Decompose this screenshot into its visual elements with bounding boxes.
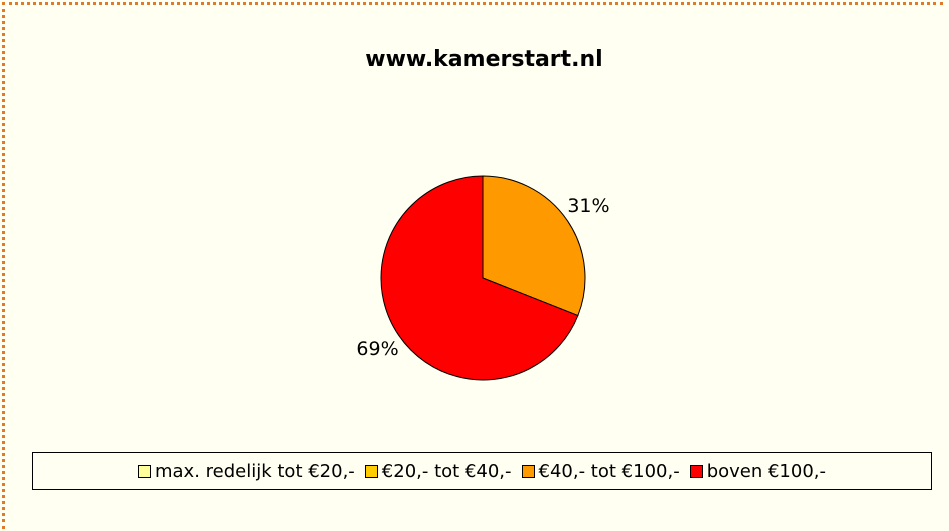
legend-item: boven €100,- [689, 460, 827, 482]
chart-title: www.kamerstart.nl [365, 47, 602, 72]
legend: max. redelijk tot €20,- €20,- tot €40,- €4… [32, 452, 932, 490]
legend-item: €40,- tot €100,- [521, 460, 680, 482]
data-label: 31% [567, 195, 609, 217]
legend-swatch [689, 464, 703, 478]
data-label: 69% [356, 338, 398, 360]
legend-swatch [521, 464, 535, 478]
legend-swatch [364, 464, 378, 478]
pie-slice [380, 175, 579, 381]
legend-item: max. redelijk tot €20,- [137, 460, 355, 482]
pie-slice [482, 175, 586, 317]
legend-label: €20,- tot €40,- [381, 460, 512, 482]
legend-item: €20,- tot €40,- [364, 460, 512, 482]
legend-label: boven €100,- [706, 460, 827, 482]
legend-label: max. redelijk tot €20,- [154, 460, 355, 482]
legend-swatch [137, 464, 151, 478]
legend-label: €40,- tot €100,- [538, 460, 680, 482]
